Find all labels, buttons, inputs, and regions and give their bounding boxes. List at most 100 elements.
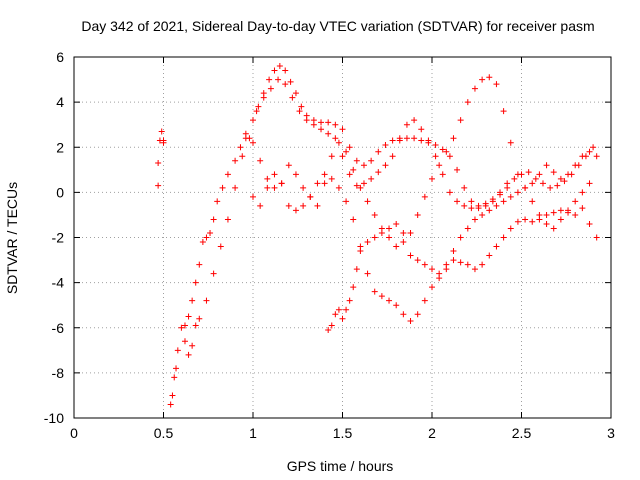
data-point — [364, 198, 371, 205]
series-rising-main — [167, 63, 511, 408]
y-tick-label: -6 — [52, 320, 65, 336]
y-tick-label: -8 — [52, 365, 65, 381]
data-point — [332, 121, 339, 128]
data-point — [461, 202, 468, 209]
data-point — [332, 135, 339, 142]
data-point — [486, 207, 493, 214]
data-point — [468, 198, 475, 205]
data-point — [489, 198, 496, 205]
data-point — [375, 148, 382, 155]
data-point — [557, 216, 564, 223]
data-point — [511, 175, 518, 182]
data-point — [547, 184, 554, 191]
data-point — [160, 139, 167, 146]
data-point — [271, 184, 278, 191]
data-point — [500, 108, 507, 115]
data-point — [350, 284, 357, 291]
data-point — [378, 293, 385, 300]
data-point — [464, 99, 471, 106]
data-point — [457, 259, 464, 266]
data-point — [514, 189, 521, 196]
data-point — [371, 211, 378, 218]
data-point — [565, 171, 572, 178]
data-point — [500, 234, 507, 241]
data-point — [167, 401, 174, 408]
data-point — [371, 234, 378, 241]
data-point — [471, 85, 478, 92]
data-point — [325, 327, 332, 334]
data-point — [357, 248, 364, 255]
data-point — [189, 342, 196, 349]
data-point — [529, 198, 536, 205]
data-point — [414, 211, 421, 218]
data-point — [468, 205, 475, 212]
data-point — [386, 234, 393, 241]
data-point — [303, 117, 310, 124]
data-point — [171, 374, 178, 381]
x-tick-label: 2.5 — [512, 425, 532, 441]
x-tick-label: 0 — [70, 425, 78, 441]
series-falling-branch — [250, 171, 600, 324]
data-point — [350, 216, 357, 223]
data-point — [421, 261, 428, 268]
data-point — [314, 202, 321, 209]
data-point — [214, 198, 221, 205]
data-point — [579, 189, 586, 196]
data-point — [479, 76, 486, 83]
data-point — [360, 180, 367, 187]
data-point — [403, 121, 410, 128]
data-point — [357, 184, 364, 191]
data-point — [539, 180, 546, 187]
data-point — [439, 171, 446, 178]
data-point — [257, 157, 264, 164]
data-point — [343, 198, 350, 205]
data-point — [382, 141, 389, 148]
data-point — [298, 103, 305, 110]
data-point — [321, 180, 328, 187]
data-point — [443, 261, 450, 268]
data-point — [493, 202, 500, 209]
data-point — [185, 313, 192, 320]
data-point — [403, 135, 410, 142]
data-point — [411, 135, 418, 142]
data-point — [543, 211, 550, 218]
data-point — [461, 184, 468, 191]
data-point — [199, 239, 206, 246]
data-point — [278, 180, 285, 187]
data-point — [353, 182, 360, 189]
data-point — [393, 220, 400, 227]
data-point — [414, 257, 421, 264]
x-tick-labels: 0 0.5 1 1.5 2 2.5 3 — [70, 425, 615, 441]
data-point — [421, 297, 428, 304]
data-point — [196, 261, 203, 268]
data-point — [471, 266, 478, 273]
data-point — [181, 322, 188, 329]
data-point — [155, 160, 162, 167]
data-point — [432, 141, 439, 148]
data-point — [328, 175, 335, 182]
data-point — [343, 306, 350, 313]
data-point — [550, 225, 557, 232]
data-point — [375, 169, 382, 176]
data-point — [339, 315, 346, 322]
data-point — [173, 365, 180, 372]
data-point — [565, 207, 572, 214]
data-point — [507, 139, 514, 146]
data-point — [557, 175, 564, 182]
data-point — [557, 207, 564, 214]
data-point — [457, 234, 464, 241]
data-point — [514, 218, 521, 225]
data-point — [550, 169, 557, 176]
data-point — [457, 117, 464, 124]
data-point — [217, 243, 224, 250]
data-point — [425, 137, 432, 144]
data-point — [450, 257, 457, 264]
data-point — [328, 322, 335, 329]
data-point — [479, 211, 486, 218]
data-point — [543, 162, 550, 169]
data-point — [282, 67, 289, 74]
data-point — [325, 130, 332, 137]
data-point — [532, 175, 539, 182]
data-point — [339, 126, 346, 133]
